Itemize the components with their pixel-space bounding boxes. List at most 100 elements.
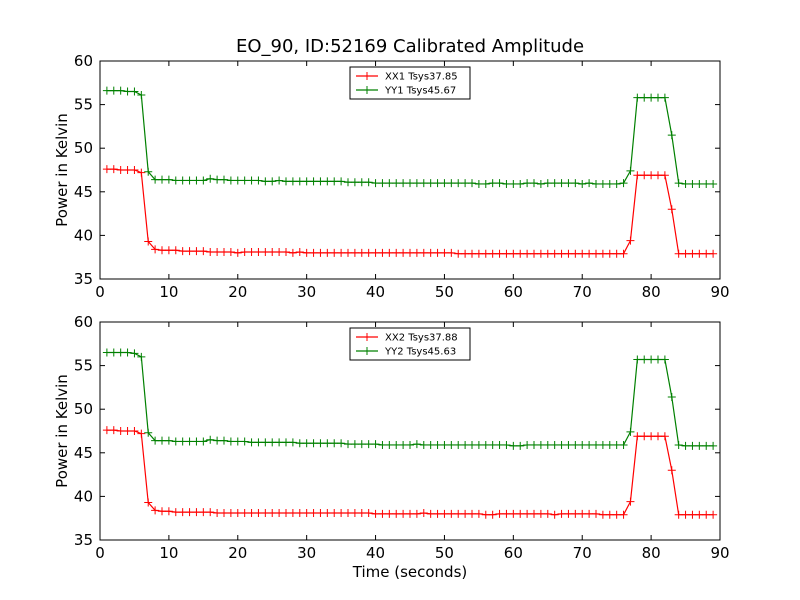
- data-point-marker: [123, 87, 132, 96]
- data-point-marker: [502, 440, 511, 449]
- data-point-marker: [598, 440, 607, 449]
- data-point-marker: [488, 249, 497, 258]
- data-point-marker: [592, 179, 600, 188]
- data-point-marker: [213, 247, 222, 256]
- data-point-marker: [316, 439, 325, 448]
- data-point-marker: [344, 248, 352, 257]
- data-point-marker: [240, 508, 249, 517]
- data-point-marker: [578, 179, 587, 188]
- data-point-marker: [481, 179, 490, 188]
- data-point-marker: [185, 437, 194, 446]
- data-point-marker: [440, 179, 449, 188]
- data-point-marker: [337, 439, 346, 448]
- data-point-marker: [509, 509, 518, 518]
- data-point-marker: [681, 249, 690, 258]
- data-point-marker: [633, 171, 642, 180]
- data-point-marker: [282, 247, 290, 256]
- data-point-marker: [695, 179, 704, 188]
- bottom-panel-xx2-yy2: 0 10 20 30 40 50 60 70 80 90 35 40 45 50 55 60 Power in …: [53, 313, 730, 581]
- data-point-marker: [598, 249, 607, 258]
- data-point-marker: [550, 249, 559, 258]
- data-point-marker: [640, 93, 649, 102]
- data-point-marker: [626, 236, 635, 245]
- data-point-marker: [468, 440, 476, 449]
- data-point-marker: [667, 392, 676, 401]
- data-point-marker: [702, 510, 711, 519]
- data-point-marker: [192, 508, 201, 517]
- data-point-marker: [702, 179, 711, 188]
- data-point-marker: [571, 509, 580, 518]
- data-point-marker: [316, 248, 325, 257]
- data-point-marker: [233, 508, 242, 517]
- data-point-marker: [619, 510, 628, 519]
- x-tick-label: 30: [297, 283, 316, 301]
- data-point-marker: [688, 441, 697, 450]
- data-point-marker: [495, 509, 504, 518]
- data-point-marker: [385, 248, 394, 257]
- data-point-marker: [206, 174, 215, 183]
- data-point-marker: [206, 435, 215, 444]
- figure-title: EO_90, ID:52169 Calibrated Amplitude: [236, 36, 584, 57]
- data-point-marker: [137, 352, 146, 361]
- data-point-marker: [633, 355, 642, 364]
- data-point-marker: [509, 179, 518, 188]
- data-point-marker: [295, 177, 304, 186]
- data-point-marker: [612, 440, 621, 449]
- legend-label: YY2 Tsys45.63: [384, 347, 456, 358]
- data-point-marker: [419, 248, 428, 257]
- data-point-marker: [144, 237, 153, 246]
- data-point-marker: [199, 508, 208, 517]
- data-point-marker: [640, 432, 649, 441]
- data-point-marker: [688, 510, 697, 519]
- data-point-marker: [543, 440, 552, 449]
- data-point-marker: [261, 247, 270, 256]
- data-point-marker: [385, 509, 394, 518]
- data-point-marker: [523, 179, 532, 188]
- data-point-marker: [330, 508, 339, 517]
- data-point-marker: [557, 179, 566, 188]
- data-point-marker: [674, 440, 683, 449]
- x-tick-label: 30: [297, 544, 316, 562]
- x-tick-label: 40: [366, 283, 385, 301]
- data-point-marker: [275, 508, 284, 517]
- data-point-marker: [254, 508, 263, 517]
- data-point-marker: [536, 509, 545, 518]
- data-point-marker: [316, 177, 325, 186]
- data-point-marker: [364, 178, 373, 187]
- data-point-marker: [220, 175, 228, 184]
- data-point-marker: [220, 508, 228, 517]
- data-point-marker: [164, 507, 173, 516]
- data-point-marker: [412, 248, 421, 257]
- data-point-marker: [605, 179, 614, 188]
- x-tick-label: 50: [435, 544, 454, 562]
- data-point-marker: [378, 179, 387, 188]
- data-point-marker: [412, 509, 421, 518]
- data-point-marker: [681, 441, 690, 450]
- data-point-marker: [357, 440, 366, 449]
- data-point-marker: [495, 440, 504, 449]
- data-point-marker: [199, 247, 208, 256]
- data-point-marker: [406, 440, 414, 449]
- x-tick-label: 20: [228, 283, 247, 301]
- data-point-marker: [667, 205, 676, 214]
- data-point-marker: [357, 248, 366, 257]
- data-point-marker: [516, 179, 525, 188]
- data-point-marker: [488, 440, 497, 449]
- data-point-marker: [240, 176, 249, 185]
- data-point-marker: [543, 249, 552, 258]
- data-point-marker: [330, 248, 339, 257]
- data-point-marker: [536, 249, 545, 258]
- data-point-marker: [654, 171, 662, 180]
- x-tick-label: 0: [95, 283, 105, 301]
- data-point-marker: [474, 440, 483, 449]
- data-point-marker: [406, 248, 414, 257]
- data-point-marker: [254, 438, 263, 447]
- data-point-marker: [674, 179, 683, 188]
- data-point-marker: [474, 179, 483, 188]
- data-point-marker: [412, 440, 421, 449]
- data-point-marker: [585, 440, 594, 449]
- data-point-marker: [481, 440, 490, 449]
- data-point-marker: [495, 249, 504, 258]
- data-point-marker: [316, 508, 325, 517]
